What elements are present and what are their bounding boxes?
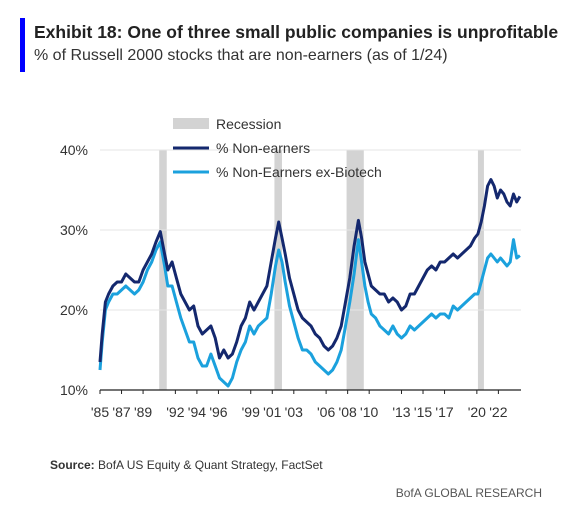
legend-recession-swatch [173,118,209,129]
x-tick-label: '15 [414,404,432,420]
series-line-1 [98,238,521,388]
legend-label-1: % Non-Earners ex-Biotech [216,164,382,180]
x-tick-label: '03 [285,404,303,420]
x-tick-label: '22 [489,404,507,420]
y-tick-label: 40% [60,142,88,158]
title-accent-bar [20,18,25,72]
x-tick-label: '08 [339,404,357,420]
y-tick-label: 20% [60,302,88,318]
x-tick-label: '17 [435,404,453,420]
x-tick-label: '87 [112,404,130,420]
recession-band-3 [477,150,484,390]
x-tick-label: '10 [360,404,378,420]
source-note: Source: BofA US Equity & Quant Strategy,… [50,458,323,472]
series-line-0 [98,178,522,363]
x-tick-label: '13 [392,404,410,420]
chart-title: Exhibit 18: One of three small public co… [34,22,559,42]
x-tick-label: '99 [242,404,260,420]
x-tick-label: '06 [317,404,335,420]
legend-label-0: % Non-earners [216,140,310,156]
legend-recession-label: Recession [216,116,281,132]
x-tick-label: '94 [188,404,206,420]
recession-band-0 [159,150,167,390]
source-label: Source: [50,458,95,472]
chart-subtitle: % of Russell 2000 stocks that are non-ea… [34,47,448,64]
chart-area: 10% 20% 30% 40% '85'87'89 '92'94'96 '99'01'03 '… [60,116,522,420]
y-tick-label: 30% [60,222,88,238]
x-tick-label: '20 [468,404,486,420]
x-tick-label: '89 [134,404,152,420]
legend: Recession % Non-earners % Non-Earners ex-B… [173,116,382,180]
x-tick-label: '96 [209,404,227,420]
y-tick-label: 10% [60,382,88,398]
x-tick-label: '85 [91,404,109,420]
series-lines [98,178,522,388]
axes: 10% 20% 30% 40% '85'87'89 '92'94'96 '99'01'03 '… [60,142,521,420]
source-text: BofA US Equity & Quant Strategy, FactSet [98,458,323,472]
x-tick-label: '92 [166,404,184,420]
x-tick-label: '01 [263,404,281,420]
recession-band-1 [274,150,282,390]
publisher-footer: BofA GLOBAL RESEARCH [395,486,542,500]
